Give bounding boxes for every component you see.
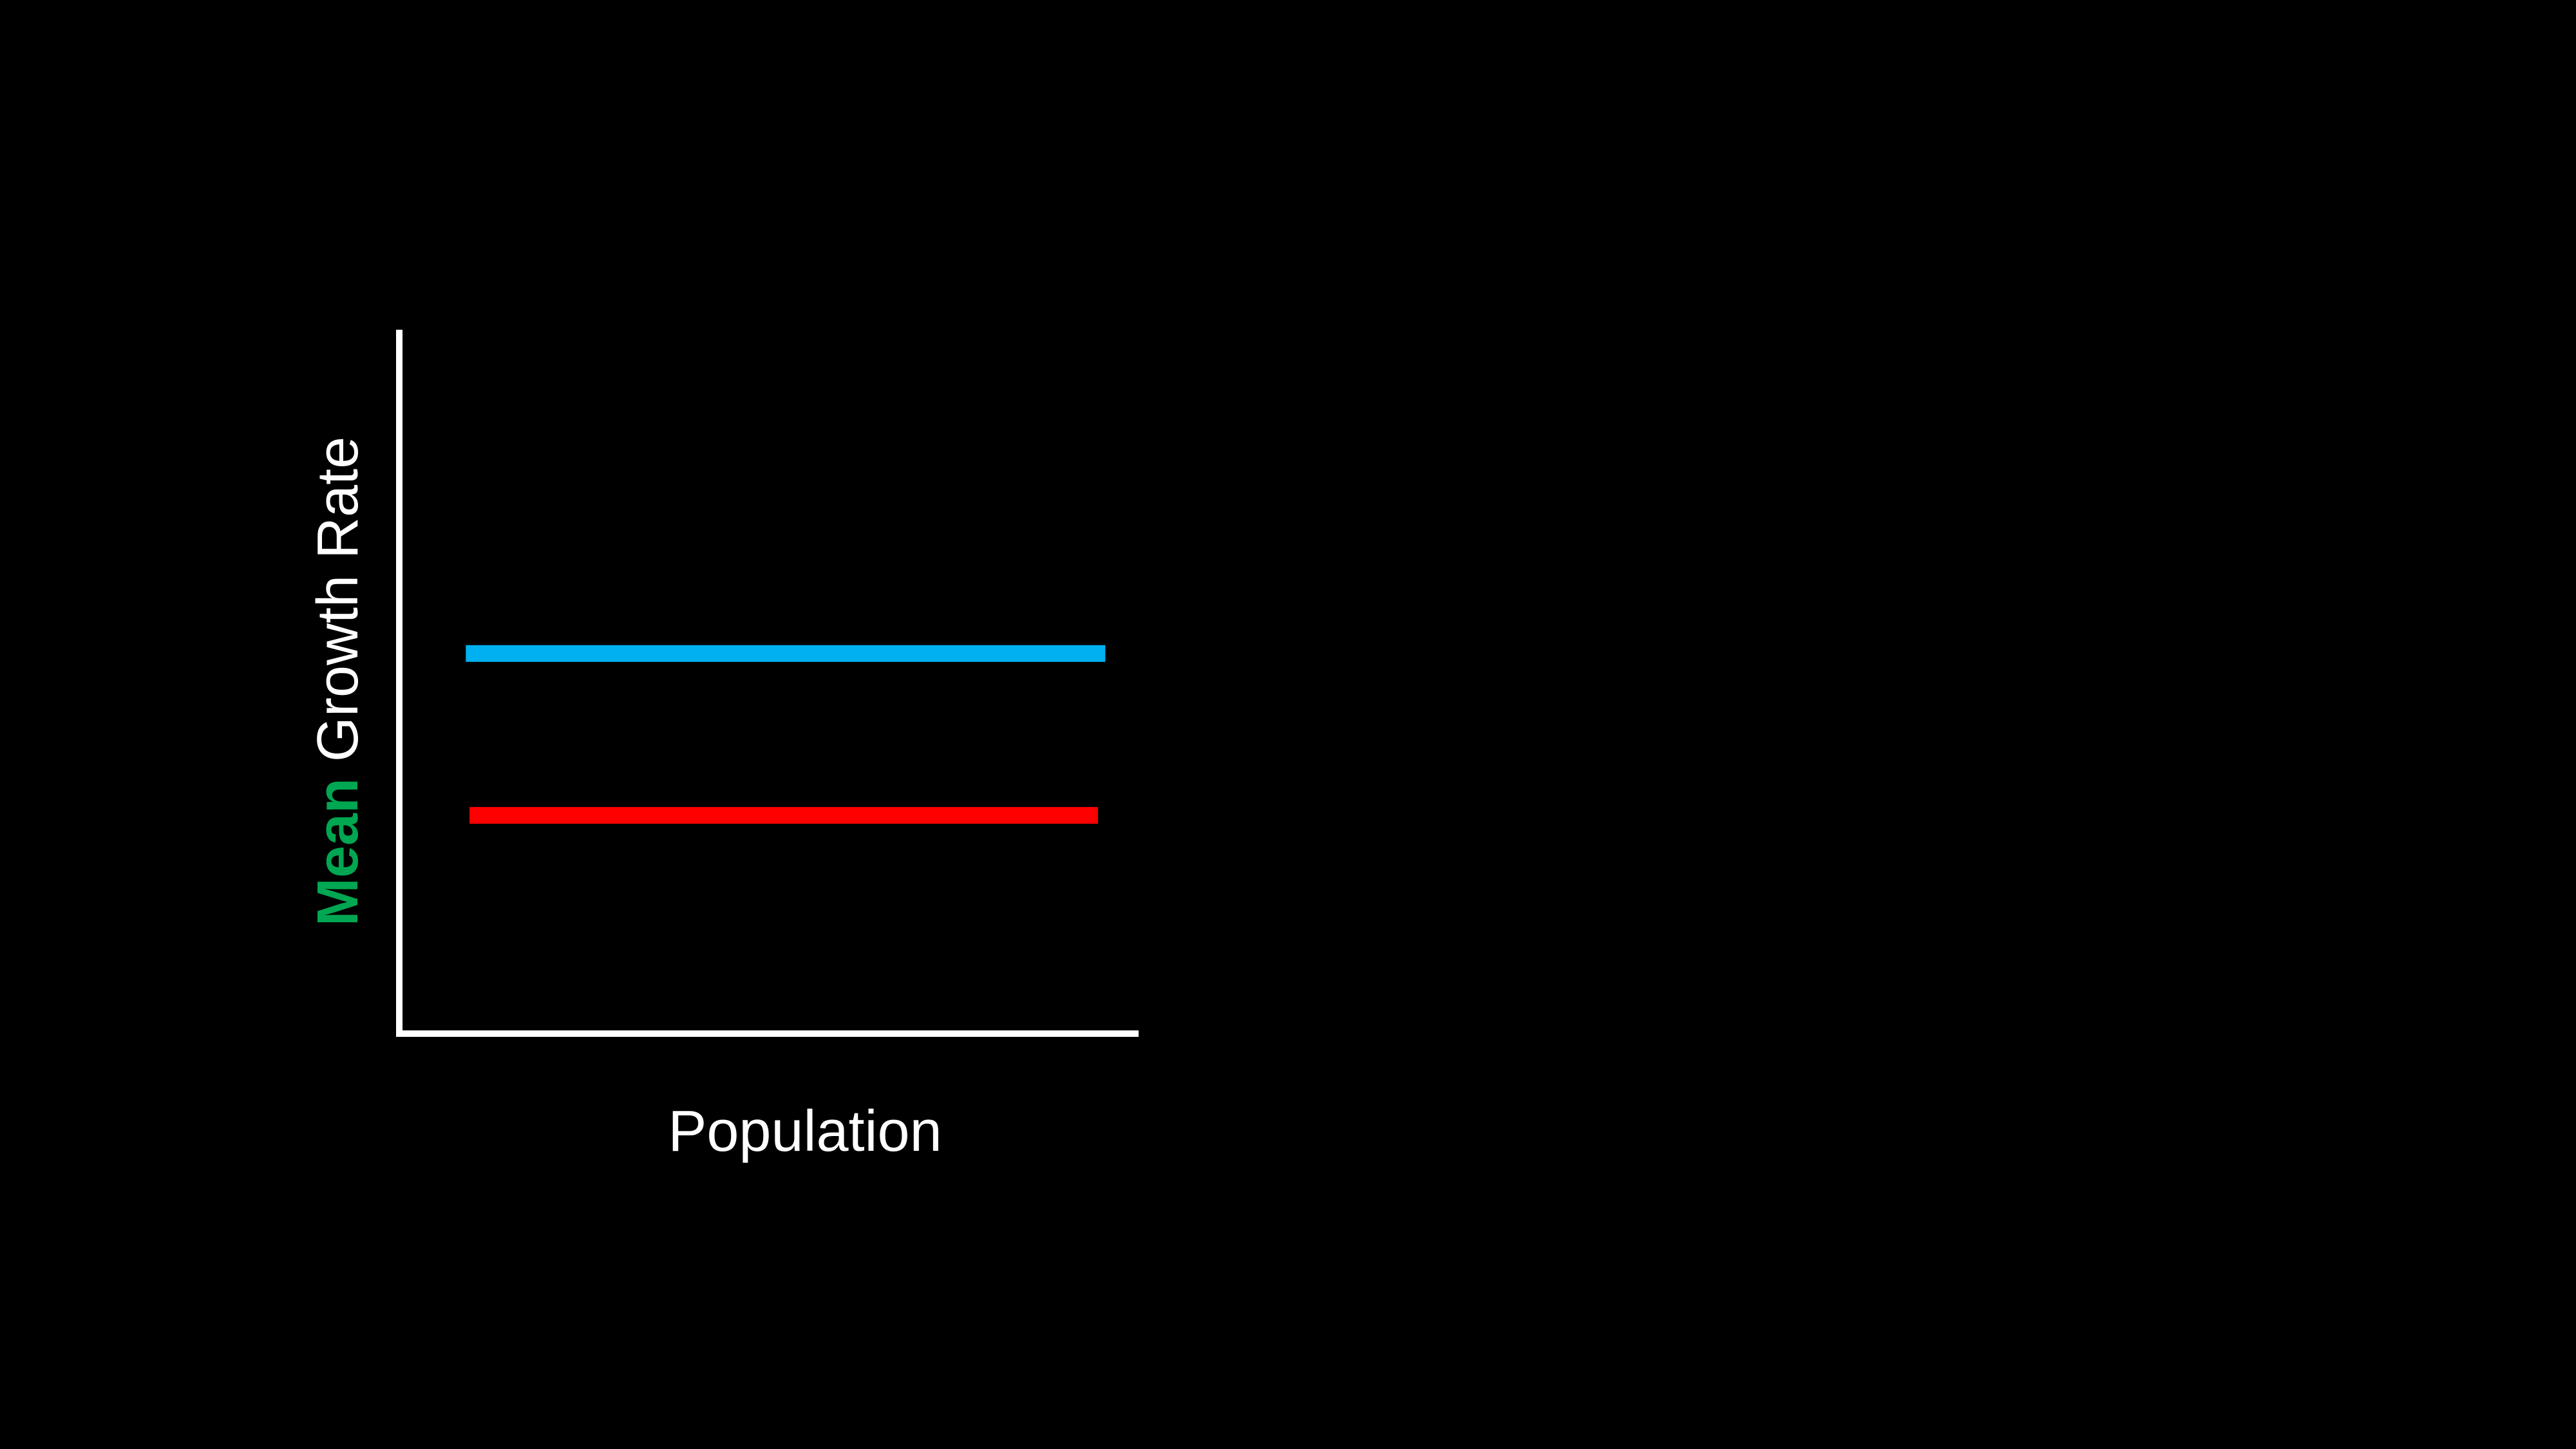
y-axis-label-rest: Growth Rate <box>306 437 370 762</box>
x-axis-label: Population <box>668 1099 942 1164</box>
series-layer <box>466 654 1105 815</box>
y-axis-label-highlight: Mean <box>306 778 370 926</box>
y-axis-label: Mean Growth Rate <box>306 437 370 926</box>
